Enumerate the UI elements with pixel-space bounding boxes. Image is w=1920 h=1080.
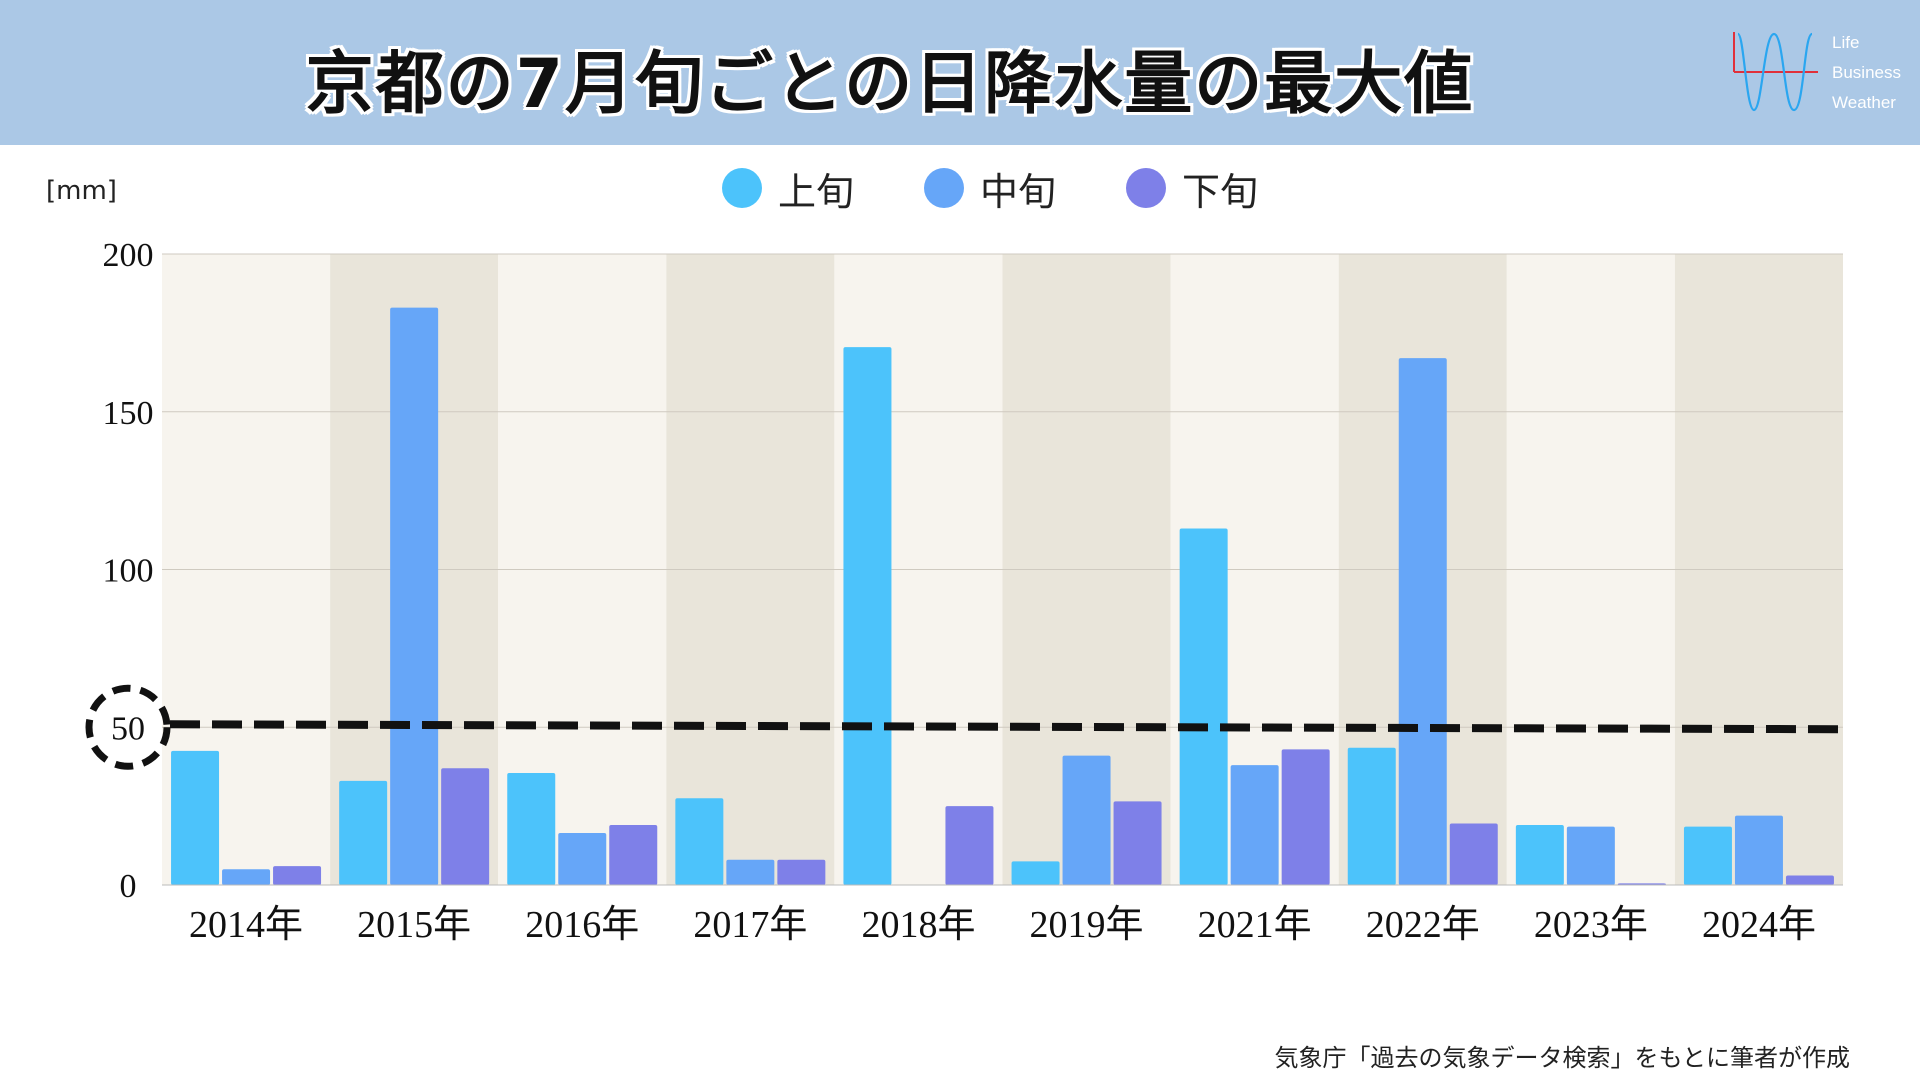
legend-label-late: 下旬 — [1182, 169, 1259, 214]
legend-item-late: 下旬 — [1126, 163, 1259, 214]
bar — [609, 825, 658, 885]
bar — [1347, 747, 1396, 885]
bar — [1113, 801, 1162, 885]
bar — [1062, 755, 1111, 885]
x-tick-label: 2023年 — [1534, 904, 1648, 946]
x-tick-label: 2022年 — [1366, 904, 1480, 946]
y-axis-unit-label: [mm] — [46, 176, 117, 206]
bar — [558, 832, 607, 885]
reference-line — [169, 720, 1844, 734]
legend-item-mid: 中旬 — [923, 163, 1056, 214]
bar — [441, 768, 490, 885]
y-tick-label: 150 — [103, 395, 154, 432]
bar — [1449, 823, 1498, 885]
legend-item-early: 上旬 — [721, 163, 854, 214]
bar — [1281, 749, 1330, 885]
logo-line-business: Business — [1832, 63, 1901, 82]
bar — [171, 750, 220, 885]
x-tick-label: 2016年 — [525, 904, 639, 946]
bar — [390, 307, 439, 885]
logo-line-life: Life — [1832, 33, 1860, 52]
bar — [1011, 861, 1060, 885]
x-tick-label: 2021年 — [1198, 904, 1312, 946]
source-note: 気象庁「過去の気象データ検索」をもとに筆者が作成 — [1274, 1044, 1850, 1072]
y-tick-label: 200 — [103, 237, 154, 274]
header-banner: 京都の7月旬ごとの日降水量の最大値 Life Business Weather — [0, 0, 1920, 145]
bar-chart: 0 50 100 150 200 2014年 2015年 2016年 2017年 2018年 201… — [85, 237, 1844, 946]
bar — [675, 798, 724, 885]
legend-label-mid: 中旬 — [979, 169, 1056, 214]
brand-logo: Life Business Weather — [1730, 26, 1910, 116]
legend-dot-late — [1126, 168, 1166, 208]
page-title: 京都の7月旬ごとの日降水量の最大値 — [305, 45, 1475, 124]
y-tick-label: 100 — [103, 553, 154, 590]
bar — [507, 772, 556, 885]
chart-legend: 上旬 中旬 下旬 — [0, 163, 1920, 214]
y-tick-label: 50 — [111, 710, 145, 747]
bar — [1230, 765, 1279, 885]
bar — [1785, 875, 1834, 885]
x-tick-label: 2017年 — [693, 904, 807, 946]
bar — [945, 806, 994, 885]
bar — [273, 866, 322, 885]
bar — [1515, 825, 1564, 885]
x-tick-label: 2019年 — [1030, 904, 1144, 946]
y-tick-label: 0 — [120, 868, 137, 905]
legend-dot-mid — [923, 168, 964, 208]
logo-text: Life Business Weather — [1832, 28, 1901, 118]
wave-logo-icon — [1733, 32, 1818, 112]
logo-line-weather: Weather — [1832, 93, 1896, 112]
x-tick-label: 2018年 — [861, 904, 975, 946]
x-tick-label: 2015年 — [357, 904, 471, 946]
bar — [1566, 826, 1615, 885]
x-tick-label: 2014年 — [189, 904, 303, 946]
bar — [222, 869, 271, 885]
bar — [1398, 358, 1447, 885]
legend-label-early: 上旬 — [777, 169, 854, 214]
bar — [1683, 826, 1732, 885]
bar — [339, 780, 388, 885]
highlight-circle — [85, 684, 171, 770]
bar — [777, 859, 826, 885]
bar — [726, 859, 775, 885]
legend-dot-early — [721, 168, 762, 208]
x-tick-label: 2024年 — [1702, 904, 1816, 946]
bar — [843, 347, 892, 885]
bar — [1179, 528, 1228, 885]
bar — [1734, 815, 1783, 885]
